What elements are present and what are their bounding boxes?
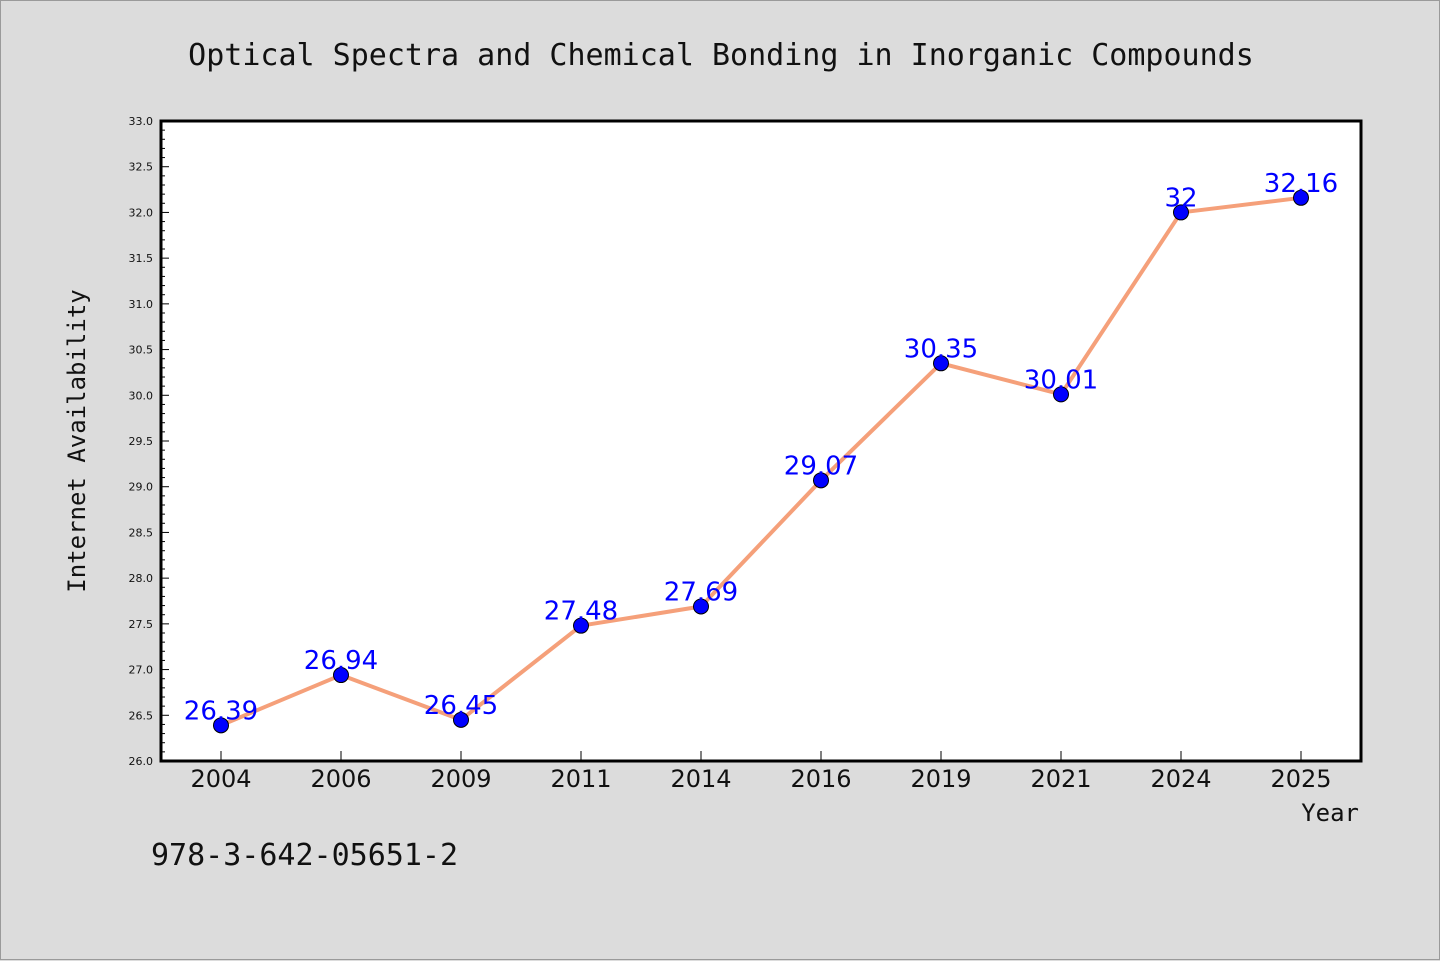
y-tick-label: 28.0 [129, 572, 154, 585]
x-tick-label: 2004 [190, 765, 251, 793]
y-tick-label: 31.5 [129, 252, 154, 265]
x-tick-label: 2019 [910, 765, 971, 793]
data-label: 29.07 [784, 451, 858, 481]
data-label: 27.48 [544, 597, 618, 627]
data-point [1053, 386, 1069, 403]
y-tick-label: 27.5 [129, 618, 154, 631]
y-tick-label: 26.5 [129, 709, 154, 722]
data-label: 26.94 [304, 646, 378, 676]
data-label: 26.45 [424, 691, 498, 721]
y-tick-label: 31.0 [129, 298, 154, 311]
x-tick-label: 2016 [790, 765, 851, 793]
data-point [1293, 189, 1309, 206]
data-point [693, 598, 709, 615]
y-tick-label: 26.0 [129, 755, 154, 768]
chart-title: Optical Spectra and Chemical Bonding in … [188, 38, 1254, 73]
data-point [573, 617, 589, 634]
y-tick-label: 30.5 [129, 344, 154, 357]
x-tick-label: 2009 [430, 765, 491, 793]
x-tick-label: 2006 [310, 765, 371, 793]
x-tick-label: 2021 [1030, 765, 1091, 793]
data-label: 26.39 [184, 696, 258, 726]
data-label: 32 [1164, 183, 1197, 213]
isbn-text: 978-3-642-05651-2 [151, 838, 458, 873]
x-tick-label: 2024 [1150, 765, 1211, 793]
y-axis-label: Internet Availability [63, 289, 91, 592]
x-tick-label: 2011 [550, 765, 611, 793]
y-tick-label: 29.5 [129, 435, 154, 448]
x-axis-label: Year [1301, 799, 1359, 827]
data-point [1173, 204, 1189, 221]
data-point [813, 472, 829, 489]
data-point [333, 667, 349, 684]
data-point [933, 355, 949, 372]
y-tick-label: 30.0 [129, 389, 154, 402]
plot-area [159, 119, 1363, 763]
series-line [220, 195, 1302, 728]
data-label: 30.35 [904, 334, 978, 364]
data-point [213, 717, 229, 734]
data-point [453, 711, 469, 728]
x-axis: 2004 2006 2009 2011 2014 2016 2019 2021 2024 2025 [190, 751, 1332, 793]
data-label: 30.01 [1024, 365, 1098, 395]
y-tick-label: 33.0 [129, 115, 154, 128]
y-tick-label: 27.0 [129, 664, 154, 677]
y-tick-label: 29.0 [129, 481, 154, 494]
data-label: 32.16 [1264, 169, 1338, 199]
data-label: 27.69 [664, 577, 738, 607]
series-layer: 26.39 26.94 26.45 27.48 27.69 29.07 30.35 30.01… [184, 169, 1338, 734]
x-tick-label: 2025 [1270, 765, 1331, 793]
y-tick-label: 32.0 [129, 206, 154, 219]
y-axis: 26.0 26.5 27.0 27.5 28.0 28.5 29.0 29.5 30.0 30.5… [129, 115, 169, 768]
x-tick-label: 2014 [670, 765, 731, 793]
y-tick-label: 28.5 [129, 526, 154, 539]
y-tick-label: 32.5 [129, 161, 154, 174]
